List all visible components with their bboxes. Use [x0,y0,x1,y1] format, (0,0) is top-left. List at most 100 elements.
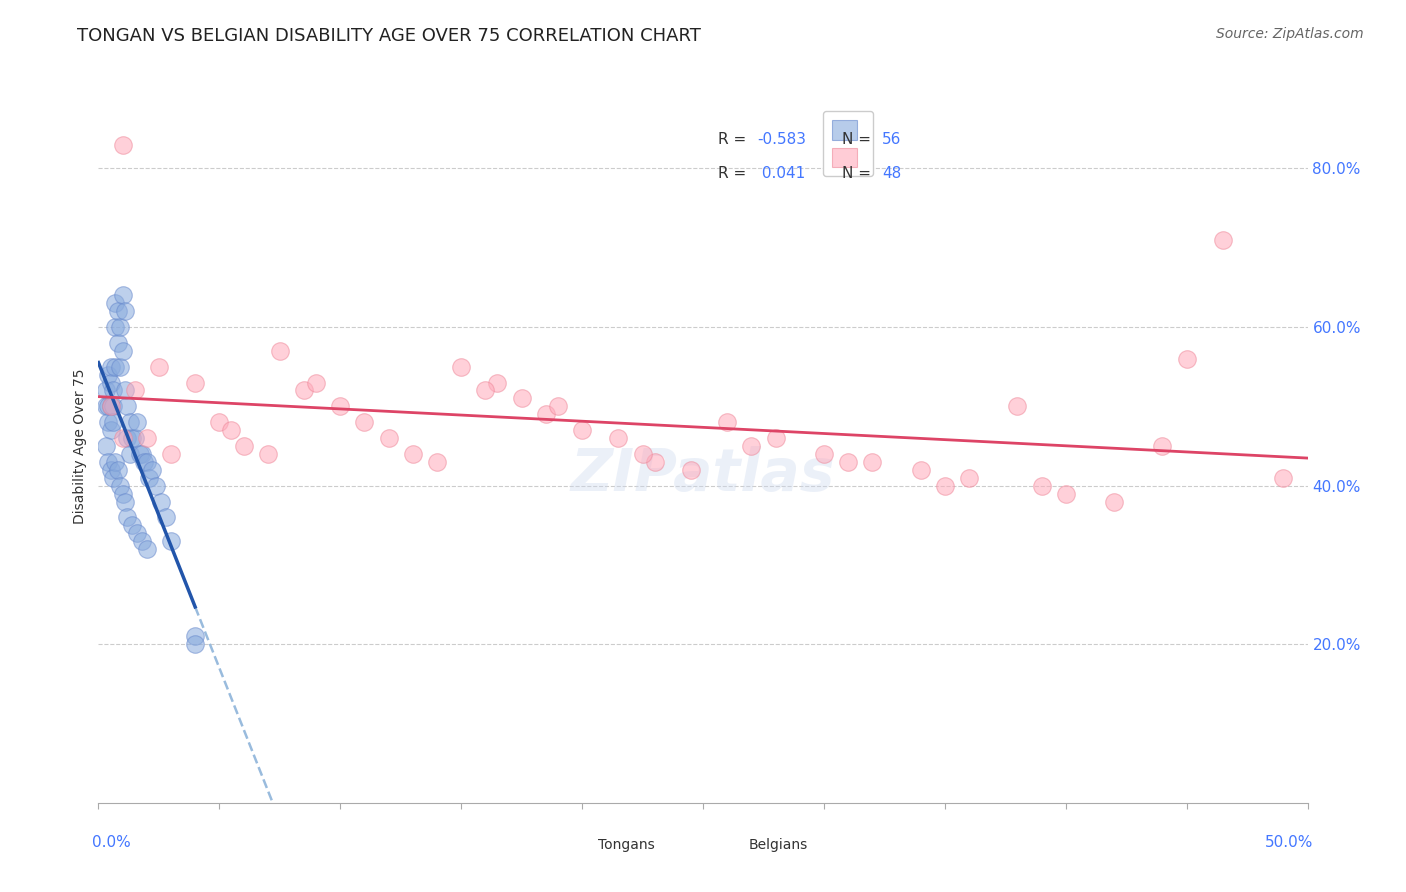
Point [108,320,131,334]
Text: N =: N = [842,132,876,146]
Point [100,463,122,477]
Point [534,407,557,421]
Text: 0.041: 0.041 [758,166,806,181]
Point [104,296,127,310]
Point [934,478,956,492]
Text: R =: R = [717,166,751,181]
Point [292,384,315,398]
Point [128,447,150,461]
FancyBboxPatch shape [562,836,592,855]
Point [114,494,136,508]
Point [107,463,129,477]
Y-axis label: Disability Age Over 75: Disability Age Over 75 [73,368,87,524]
Point [184,637,207,651]
Point [813,447,835,461]
Text: R =: R = [717,132,751,146]
Point [1031,478,1053,492]
Text: 56: 56 [882,132,901,146]
Point [184,629,207,643]
Point [402,447,425,461]
Point [1175,351,1198,366]
Point [1102,494,1125,508]
Point [111,288,134,302]
Point [138,471,160,485]
Point [118,415,141,429]
Point [1054,486,1077,500]
Point [114,304,136,318]
Point [141,463,163,477]
Point [305,376,328,390]
Point [135,455,157,469]
Point [644,455,666,469]
Text: -0.583: -0.583 [758,132,807,146]
Point [150,494,173,508]
Point [860,455,883,469]
Point [160,447,183,461]
Point [1007,400,1029,414]
Point [208,415,231,429]
Text: ZIPatlas: ZIPatlas [571,446,835,503]
Point [97,400,120,414]
Point [256,447,278,461]
Point [94,384,117,398]
Text: Tongans: Tongans [598,838,655,852]
Point [269,343,291,358]
Text: N =: N = [842,166,876,181]
Point [474,384,496,398]
Text: 48: 48 [882,166,901,181]
Point [679,463,702,477]
Point [121,518,143,533]
Point [100,359,122,374]
Point [607,431,630,445]
Point [108,478,131,492]
Point [111,486,134,500]
Text: Source: ZipAtlas.com: Source: ZipAtlas.com [1216,27,1364,41]
Point [1272,471,1295,485]
Point [94,400,117,414]
Point [957,471,980,485]
Point [124,431,146,445]
Point [426,455,449,469]
Point [108,359,131,374]
Point [571,423,593,437]
Point [135,431,157,445]
Point [765,431,787,445]
Point [148,359,170,374]
Text: TONGAN VS BELGIAN DISABILITY AGE OVER 75 CORRELATION CHART: TONGAN VS BELGIAN DISABILITY AGE OVER 75… [77,27,702,45]
Point [631,447,654,461]
Point [101,415,124,429]
Point [111,137,134,152]
Point [97,455,120,469]
Point [100,400,122,414]
Point [486,376,509,390]
Point [101,400,124,414]
Text: 50.0%: 50.0% [1265,835,1313,850]
Point [114,384,136,398]
Point [135,542,157,557]
Point [450,359,472,374]
Point [100,376,122,390]
Point [117,431,139,445]
Point [740,439,762,453]
Point [111,343,134,358]
Point [94,439,117,453]
Point [127,526,149,541]
Point [117,400,139,414]
Point [104,320,127,334]
Point [97,415,120,429]
Point [131,447,153,461]
Point [107,304,129,318]
Point [155,510,177,524]
Point [101,384,124,398]
Point [1212,233,1234,247]
Point [377,431,399,445]
Point [124,384,146,398]
Point [100,400,122,414]
FancyBboxPatch shape [714,836,742,855]
Point [837,455,859,469]
Point [232,439,254,453]
Point [547,400,569,414]
Point [118,447,141,461]
Point [329,400,352,414]
Point [127,415,149,429]
